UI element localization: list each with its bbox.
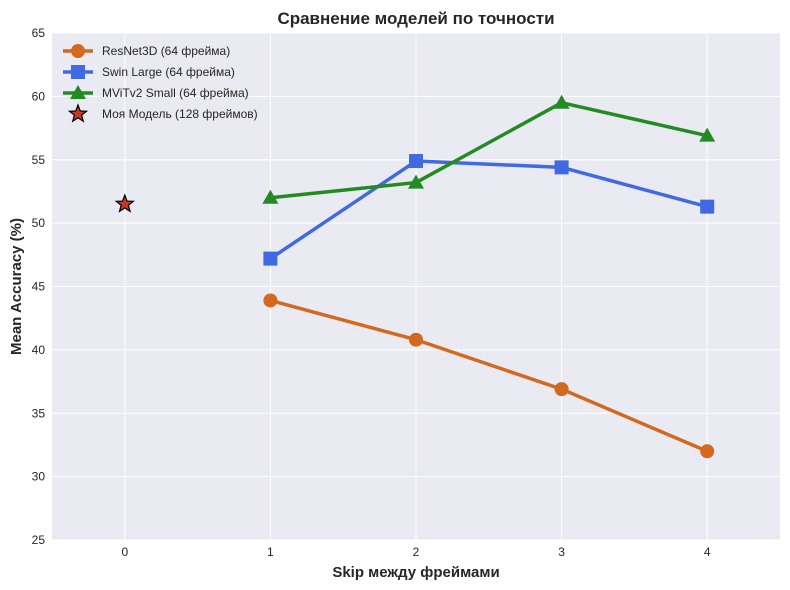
x-tick-label: 3 [558,545,565,559]
legend-marker [67,103,89,123]
legend-label: ResNet3D (64 фрейма) [102,44,230,58]
y-tick-label: 60 [32,89,46,103]
legend-marker [71,44,85,58]
legend-item-1: Swin Large (64 фрейма) [63,65,235,79]
series-0 [263,293,715,459]
series-line [270,100,708,200]
data-point [700,199,715,214]
legend-label: MViTv2 Small (64 фрейма) [102,86,249,100]
data-point [263,251,278,266]
y-tick-label: 30 [32,470,46,484]
data-point [409,332,423,347]
data-point [408,174,424,189]
data-point [699,127,716,142]
y-tick-label: 40 [32,343,46,357]
grid [52,32,780,541]
data-point [554,160,569,175]
data-point [554,382,569,397]
data-point [700,444,715,459]
y-tick-label: 35 [32,406,46,420]
data-point [263,293,278,308]
legend-marker [70,85,86,99]
y-tick-label: 50 [32,216,46,230]
x-tick-label: 2 [413,545,420,559]
data-point [262,189,279,204]
x-axis-label: Skip между фреймами [332,564,499,581]
x-tick-label: 0 [121,545,128,559]
x-tick-label: 4 [704,545,711,559]
tick-labels: 25 30 35 40 45 50 55 60 65 0 1 2 3 4 [32,26,711,559]
y-tick-label: 55 [32,153,46,167]
series-line [269,298,708,453]
legend-label: Swin Large (64 фрейма) [102,65,235,79]
series-layer [114,94,716,459]
series-1 [263,154,715,266]
data-point [553,94,570,109]
series-3 [114,193,135,213]
legend-marker [71,65,85,79]
legend-item-0: ResNet3D (64 фрейма) [63,44,230,58]
chart-title: Сравнение моделей по точности [277,9,554,28]
data-point [114,193,135,213]
y-tick-label: 25 [32,533,46,547]
y-axis-label: Mean Accuracy (%) [8,218,25,355]
legend-item-3: Моя Модель (128 фреймов) [67,103,258,123]
y-tick-label: 45 [32,280,46,294]
y-tick-label: 65 [32,26,46,40]
x-tick-label: 1 [267,545,274,559]
series-line [269,159,708,261]
legend-label: Моя Модель (128 фреймов) [102,107,258,121]
legend: ResNet3D (64 фрейма) Swin Large (64 фрейм… [63,44,258,123]
legend-item-2: MViTv2 Small (64 фрейма) [63,85,249,100]
data-point [409,154,423,169]
series-2 [262,94,716,204]
